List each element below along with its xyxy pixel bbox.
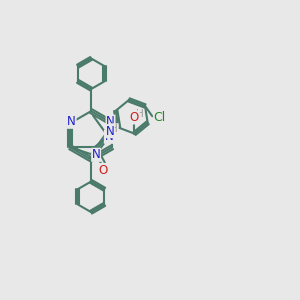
Text: O: O: [99, 164, 108, 176]
Text: H: H: [110, 124, 118, 134]
Text: O: O: [130, 111, 139, 124]
Text: N: N: [92, 148, 100, 161]
Text: N: N: [67, 115, 76, 128]
Text: H: H: [136, 110, 144, 119]
Text: N: N: [104, 130, 113, 143]
Text: Cl: Cl: [154, 111, 166, 124]
Text: N: N: [106, 125, 114, 138]
Text: N: N: [106, 115, 115, 128]
